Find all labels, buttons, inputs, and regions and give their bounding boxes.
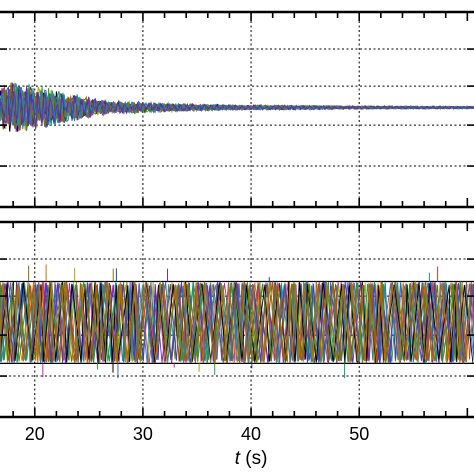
panel-frame <box>0 220 474 419</box>
plot-area <box>0 222 474 417</box>
x-tick-label: 30 <box>133 424 153 444</box>
x-tick-label: 20 <box>25 424 45 444</box>
x-tick-label: 50 <box>349 424 369 444</box>
series-line <box>0 281 471 364</box>
x-axis-unit: (s) <box>240 448 267 469</box>
x-tick-labels: 20 30 40 50 <box>25 424 369 444</box>
x-tick-label: 40 <box>241 424 261 444</box>
bottom-panel <box>0 220 474 419</box>
panel-frame <box>0 10 474 209</box>
series-line <box>0 281 474 364</box>
series-line <box>0 281 474 364</box>
top-panel <box>0 10 474 209</box>
x-axis-label: t (s) <box>235 448 268 469</box>
x-axis-symbol: t <box>235 448 241 469</box>
plot-area <box>0 12 474 207</box>
series-line <box>0 85 474 130</box>
